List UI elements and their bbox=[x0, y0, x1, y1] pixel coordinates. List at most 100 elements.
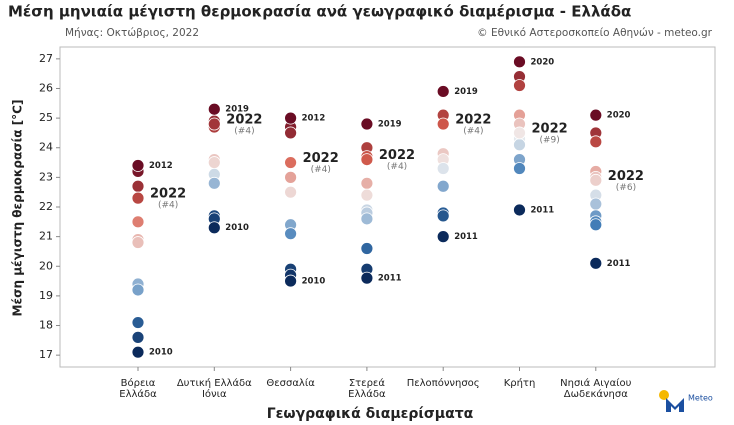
dot bbox=[207, 117, 221, 131]
current-label: 2022 bbox=[532, 121, 568, 136]
dot bbox=[360, 242, 374, 255]
dot bbox=[284, 185, 298, 199]
x-tick-label-line: Νησιά Αιγαίου bbox=[560, 377, 632, 389]
dot bbox=[360, 153, 374, 166]
dot bbox=[131, 215, 145, 229]
dot bbox=[207, 156, 221, 169]
dot bbox=[513, 55, 526, 69]
x-tick-label: Θεσσαλία bbox=[266, 377, 315, 389]
x-tick-label-line: Ελλάδα bbox=[119, 388, 157, 400]
current-label: 2022 bbox=[150, 187, 186, 202]
dot bbox=[436, 230, 450, 244]
year-label: 2019 bbox=[225, 105, 249, 115]
dot bbox=[284, 156, 298, 169]
dot bbox=[131, 159, 145, 172]
x-tick-label: Κρήτη bbox=[504, 377, 536, 389]
y-tick-label: 27 bbox=[39, 52, 53, 65]
dot bbox=[207, 102, 221, 116]
dot bbox=[131, 191, 145, 205]
current-label: 2022 bbox=[455, 113, 491, 128]
dot bbox=[513, 126, 526, 140]
dot bbox=[436, 209, 450, 223]
dot bbox=[360, 117, 374, 131]
year-label: 2011 bbox=[531, 205, 555, 215]
dot bbox=[589, 218, 603, 232]
dot bbox=[436, 162, 450, 175]
logo: Meteo bbox=[659, 390, 713, 412]
x-tick-label-line: Ιόνια bbox=[202, 388, 227, 400]
dot bbox=[513, 203, 526, 217]
dot bbox=[284, 126, 298, 140]
year-label: 2010 bbox=[302, 277, 326, 287]
y-tick-label: 19 bbox=[39, 289, 53, 302]
year-label: 2011 bbox=[454, 232, 478, 242]
logo-dot bbox=[659, 390, 669, 400]
y-tick-label: 25 bbox=[39, 111, 53, 124]
year-label: 2020 bbox=[607, 111, 631, 121]
x-tick-label-line: Ελλάδα bbox=[348, 388, 386, 400]
x-tick-label: Νησιά Αιγαίου Δωδεκάνησα bbox=[560, 377, 632, 400]
dot bbox=[589, 108, 603, 122]
dot bbox=[513, 79, 526, 92]
x-tick-label-line: Θεσσαλία bbox=[266, 377, 315, 389]
rank-label: (#9) bbox=[540, 135, 560, 145]
logo-m bbox=[666, 398, 684, 412]
current-label: 2022 bbox=[226, 113, 262, 128]
x-tick-label: Δυτική Ελλάδα Ιόνια bbox=[177, 377, 252, 400]
year-label: 2010 bbox=[225, 223, 249, 233]
dot bbox=[513, 138, 526, 152]
dot bbox=[131, 236, 145, 249]
dot bbox=[131, 316, 145, 329]
year-label: 2012 bbox=[302, 114, 326, 124]
dot bbox=[589, 135, 603, 149]
y-tick-label: 20 bbox=[39, 259, 53, 272]
source: © Εθνικό Αστεροσκοπείο Αθηνών - meteo.gr bbox=[477, 27, 713, 39]
dot bbox=[131, 179, 145, 193]
x-tick-label-line: Δυτική Ελλάδα bbox=[177, 377, 252, 389]
dot bbox=[207, 176, 221, 190]
dot bbox=[436, 85, 450, 98]
dot bbox=[284, 227, 298, 241]
current-label: 2022 bbox=[303, 151, 339, 166]
dot bbox=[360, 212, 374, 226]
dot bbox=[284, 274, 298, 288]
dot bbox=[589, 256, 603, 270]
dot bbox=[360, 188, 374, 202]
dot bbox=[436, 179, 450, 193]
y-axis-label: Μέση μέγιστη θερμοκρασία [°C] bbox=[11, 100, 25, 317]
logo-text: Meteo bbox=[688, 394, 713, 403]
dot bbox=[589, 197, 603, 211]
dot bbox=[131, 330, 145, 344]
y-tick-label: 24 bbox=[39, 141, 53, 154]
year-label: 2019 bbox=[454, 87, 478, 97]
dot bbox=[513, 162, 526, 175]
y-tick-label: 17 bbox=[39, 348, 53, 361]
x-tick-label-line: Πελοπόννησος bbox=[407, 377, 480, 389]
rank-label: (#4) bbox=[463, 127, 483, 137]
rank-label: (#4) bbox=[234, 127, 254, 137]
dot bbox=[207, 221, 221, 235]
x-tick-label: Στερεά Ελλάδα bbox=[348, 377, 386, 400]
rank-label: (#4) bbox=[311, 165, 331, 175]
year-label: 2010 bbox=[149, 348, 173, 358]
rank-label: (#6) bbox=[616, 183, 636, 193]
dot bbox=[284, 111, 298, 125]
y-tick-label: 26 bbox=[39, 81, 53, 94]
year-label: 2011 bbox=[378, 274, 402, 284]
year-label: 2019 bbox=[378, 120, 402, 130]
x-tick-label-line: Δωδεκάνησα bbox=[564, 388, 628, 400]
x-tick-label: Πελοπόννησος bbox=[407, 377, 480, 389]
dot bbox=[284, 170, 298, 184]
subtitle: Μήνας: Οκτώβριος, 2022 bbox=[65, 27, 199, 39]
dot bbox=[589, 173, 603, 187]
x-tick-label-line: Βόρεια bbox=[121, 377, 156, 389]
year-label: 2012 bbox=[149, 161, 173, 171]
chart-title: Μέση μηνιαία μέγιστη θερμοκρασία ανά γεω… bbox=[8, 3, 631, 21]
dot bbox=[436, 117, 450, 131]
x-tick-label-line: Στερεά bbox=[349, 377, 385, 389]
year-label: 2011 bbox=[607, 259, 631, 269]
year-label: 2020 bbox=[531, 57, 555, 67]
current-label: 2022 bbox=[379, 148, 415, 163]
rank-label: (#4) bbox=[387, 162, 407, 172]
